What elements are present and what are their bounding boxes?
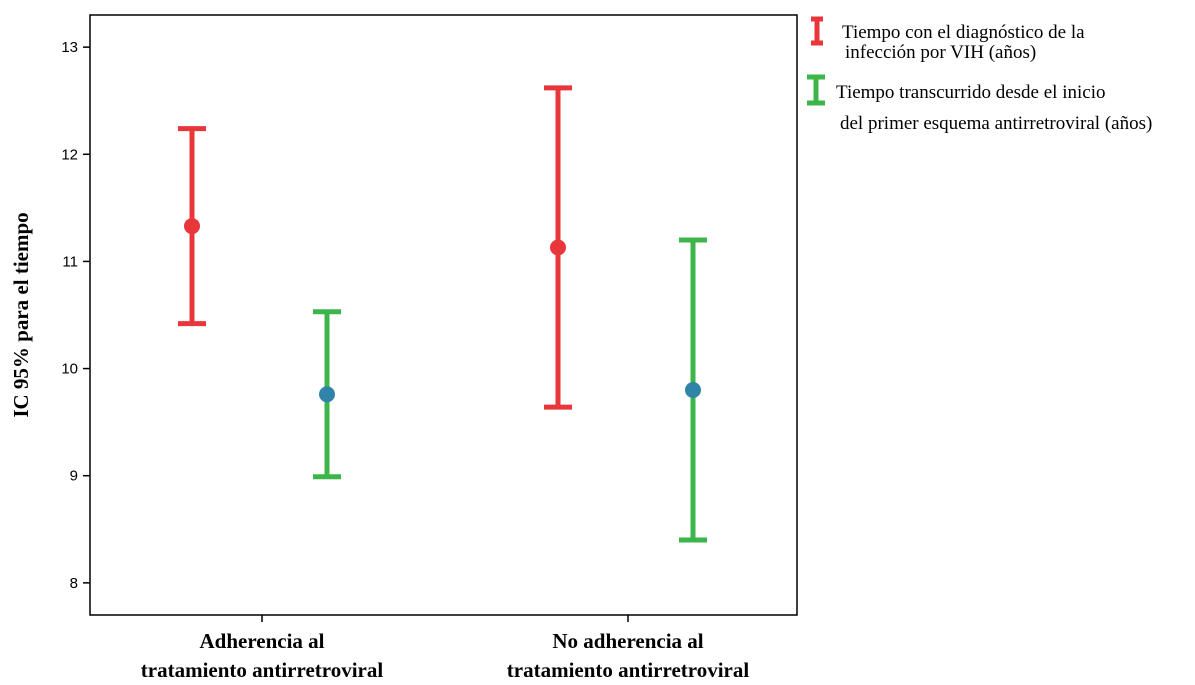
y-tick-label: 8	[70, 575, 78, 592]
legend-label: Tiempo con el diagnóstico de la	[842, 22, 1085, 43]
legend: Tiempo con el diagnóstico de lainfección…	[807, 16, 1152, 134]
x-category-label: tratamiento antirretroviral	[141, 658, 384, 682]
y-tick-label: 10	[61, 361, 78, 378]
x-category-label: No adherencia al	[552, 629, 703, 653]
y-tick-label: 11	[62, 253, 78, 270]
mean-point	[319, 386, 335, 403]
error-bar	[679, 237, 707, 543]
y-tick-label: 12	[61, 146, 78, 163]
y-tick-label: 9	[70, 468, 78, 485]
error-bar	[178, 126, 206, 327]
plot-frame	[89, 14, 798, 616]
legend-label: infección por VIH (años)	[845, 42, 1036, 63]
legend-item: Tiempo con el diagnóstico de lainfección…	[811, 16, 1085, 63]
error-bar	[313, 309, 341, 480]
legend-item: Tiempo transcurrido desde el inicio del p…	[807, 74, 1152, 134]
error-bars	[178, 85, 707, 543]
legend-label: del primer esquema antirretroviral (años…	[840, 113, 1152, 134]
y-axis-label: IC 95% para el tiempo	[9, 212, 33, 417]
mean-point	[184, 218, 200, 235]
legend-label: Tiempo transcurrido desde el inicio	[836, 82, 1105, 103]
mean-point	[685, 382, 701, 398]
error-bar	[544, 85, 572, 410]
x-axis: Adherencia al tratamiento antirretroviral…	[141, 615, 750, 682]
y-tick-label: 13	[61, 39, 78, 56]
x-category-label: Adherencia al	[199, 629, 324, 653]
y-axis: 8 9 10 11 12 13	[61, 39, 90, 592]
x-category-label: tratamiento antirretroviral	[507, 658, 750, 682]
mean-point	[550, 239, 566, 256]
